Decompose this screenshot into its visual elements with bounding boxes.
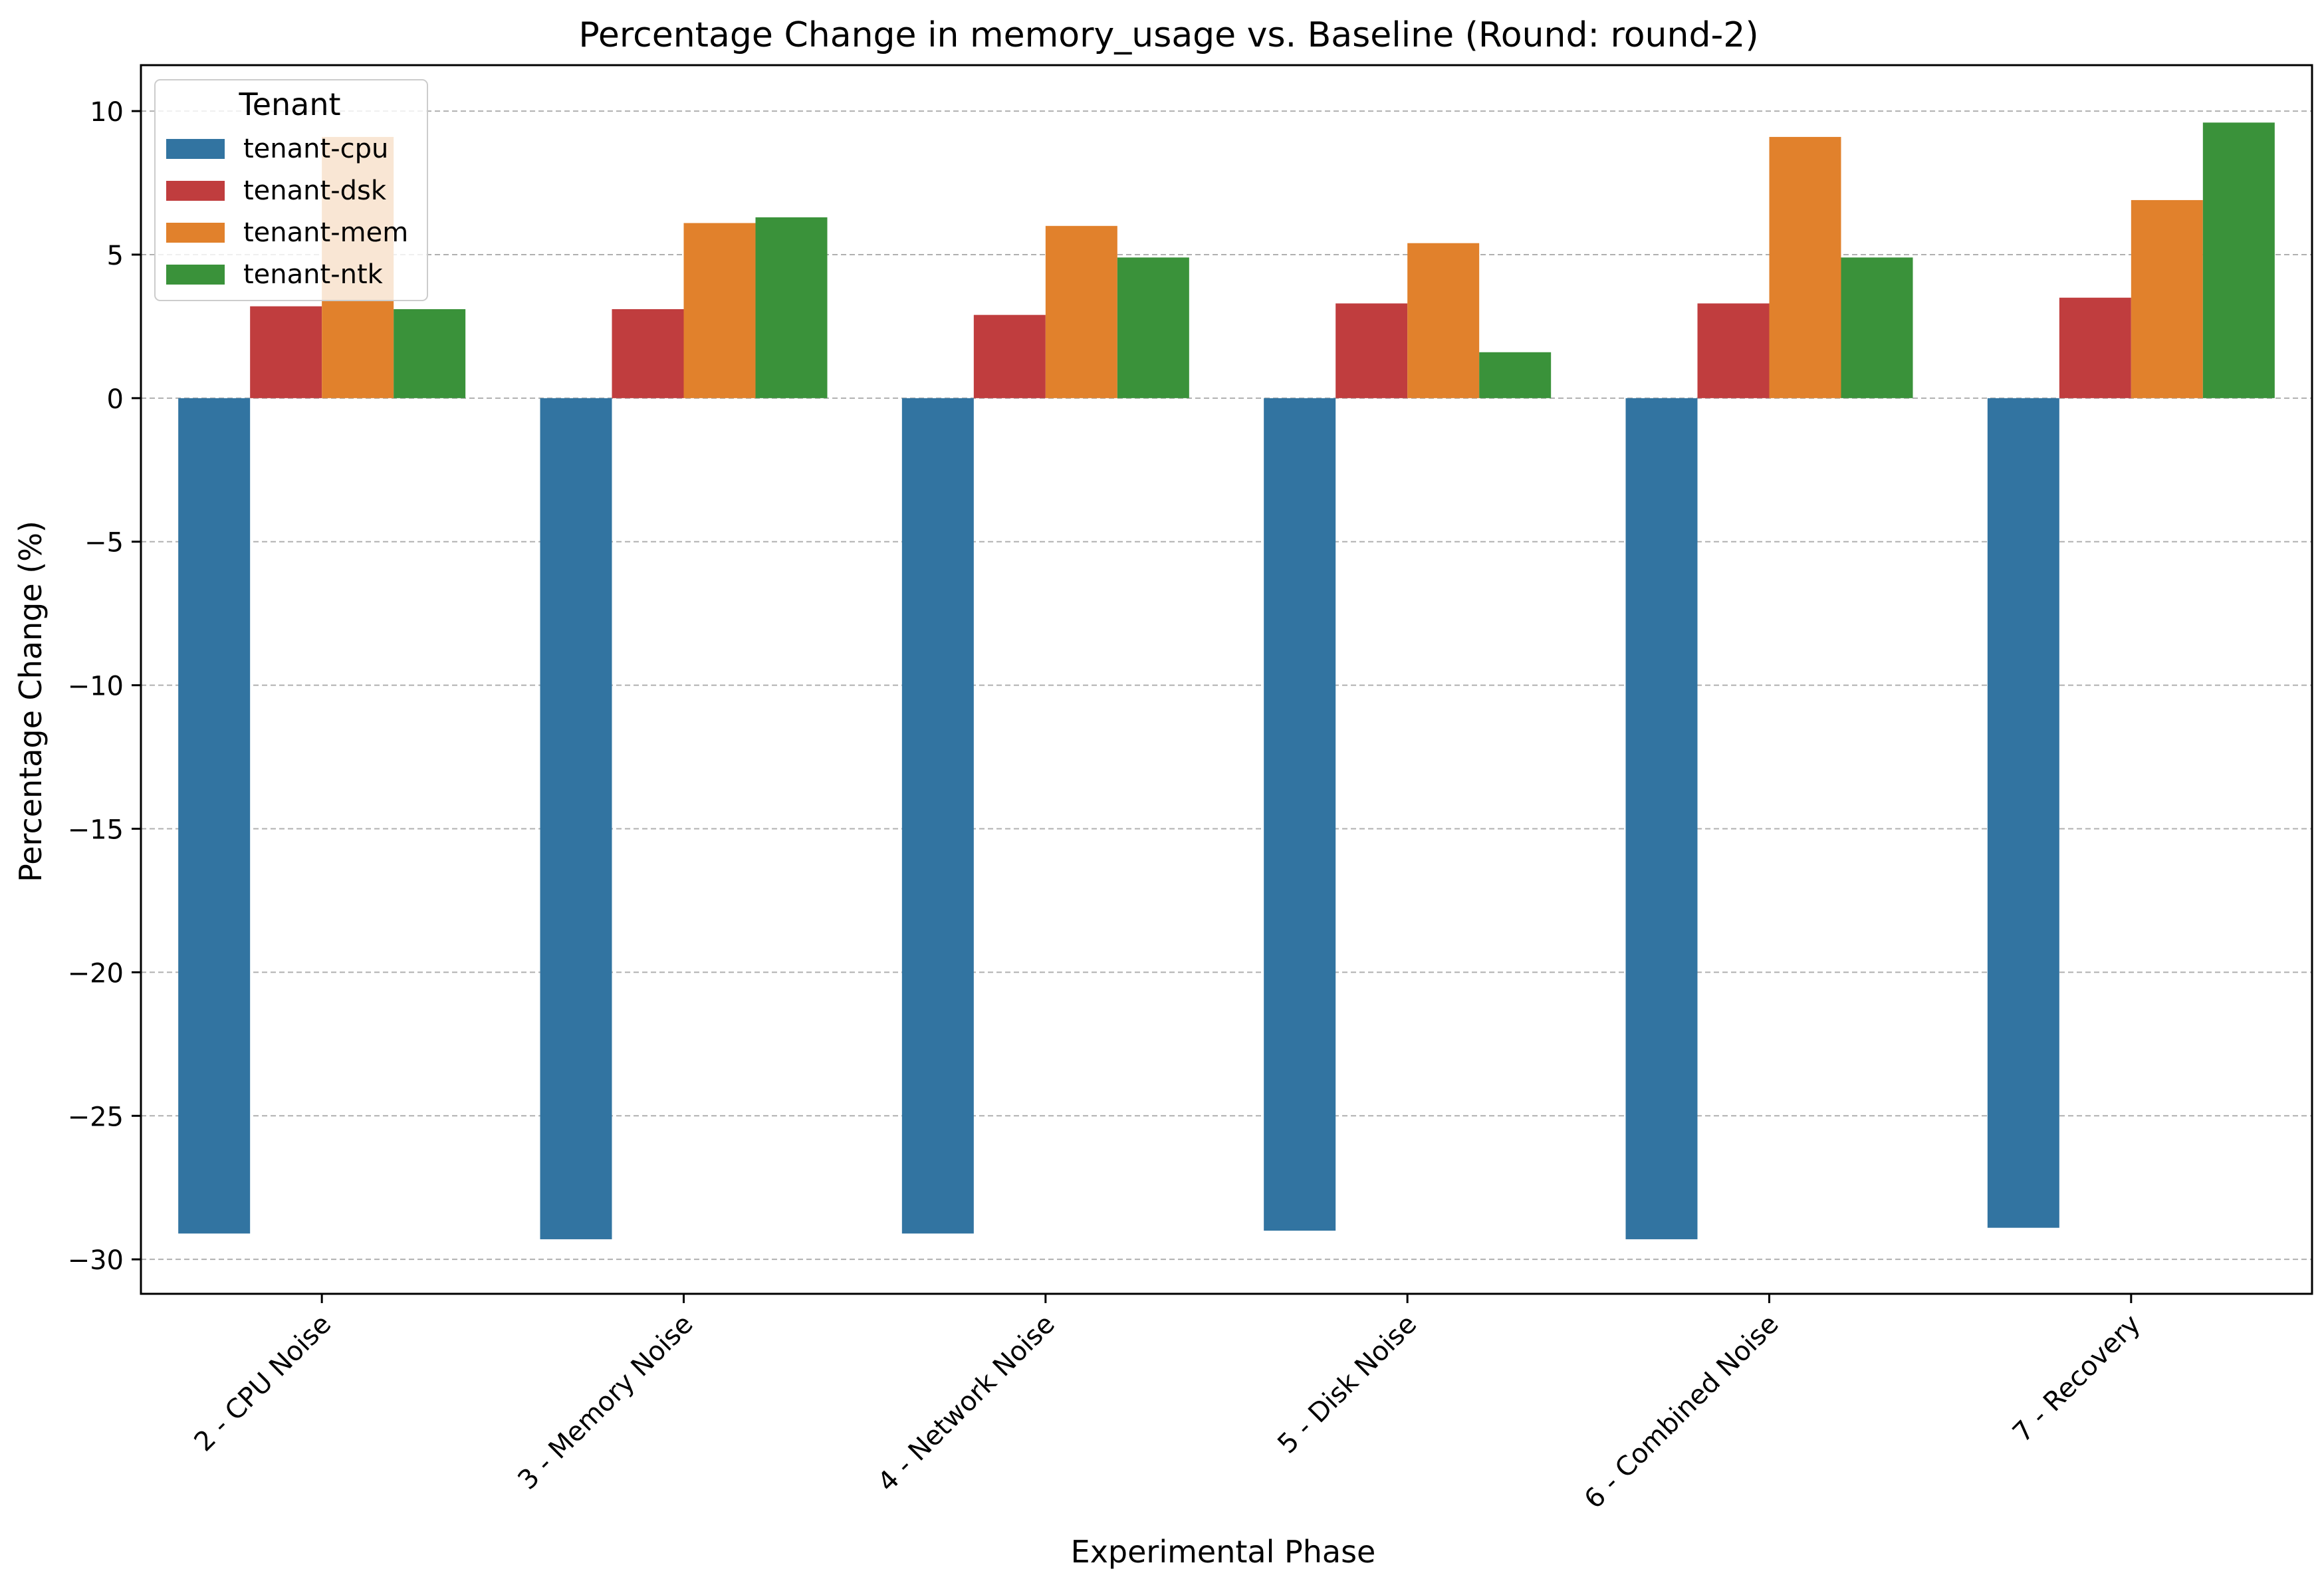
bar-tenant-ntk-1 <box>394 309 466 398</box>
bar-tenant-dsk-6 <box>2059 297 2131 398</box>
legend-swatch <box>166 265 225 285</box>
y-tick-label: −5 <box>84 528 124 558</box>
y-tick-label: −10 <box>68 672 124 702</box>
y-tick-label: −25 <box>68 1102 124 1132</box>
y-tick-label: 10 <box>90 97 124 128</box>
bar-tenant-cpu-5 <box>1625 398 1698 1239</box>
bar-tenant-mem-3 <box>1045 225 1117 398</box>
bar-tenant-ntk-5 <box>1841 257 1913 398</box>
y-tick-label: 0 <box>107 384 124 415</box>
y-tick-label: −30 <box>68 1245 124 1276</box>
legend-label: tenant-dsk <box>243 176 387 206</box>
grid-lines <box>141 110 2312 1261</box>
bar-tenant-cpu-1 <box>178 398 251 1234</box>
legend-label: tenant-mem <box>243 217 408 248</box>
legend-title: Tenant <box>238 86 340 122</box>
y-tick-label: −20 <box>68 958 124 989</box>
bar-tenant-mem-6 <box>2131 199 2203 398</box>
bar-tenant-dsk-4 <box>1336 303 1408 398</box>
y-tick-label: −15 <box>68 815 124 846</box>
legend-label: tenant-cpu <box>243 134 388 164</box>
legend-swatch <box>166 181 225 201</box>
bar-tenant-mem-5 <box>1769 136 1841 398</box>
y-tick-label: 5 <box>107 241 124 271</box>
bar-tenant-dsk-2 <box>612 309 684 398</box>
bar-tenant-dsk-3 <box>973 314 1046 398</box>
bar-tenant-mem-4 <box>1407 243 1480 398</box>
bar-tenant-dsk-1 <box>250 306 322 398</box>
y-axis-label: Percentage Change (%) <box>13 521 49 882</box>
legend-label: tenant-ntk <box>243 259 384 290</box>
plot-frame <box>140 64 2313 1295</box>
bar-tenant-mem-2 <box>683 223 756 398</box>
bars <box>178 122 2275 1239</box>
x-axis-label: Experimental Phase <box>1071 1534 1376 1570</box>
legend: Tenant tenant-cpu tenant-dsk tenant-mem tena… <box>154 79 428 301</box>
bar-tenant-cpu-2 <box>540 398 612 1239</box>
chart-title: Percentage Change in memory_usage vs. Ba… <box>578 15 1758 55</box>
legend-swatch <box>166 223 225 243</box>
legend-box <box>154 79 428 301</box>
bar-tenant-ntk-3 <box>1117 257 1189 398</box>
bar-tenant-cpu-3 <box>901 398 974 1234</box>
bar-tenant-ntk-6 <box>2202 122 2275 398</box>
bar-tenant-ntk-4 <box>1479 352 1552 398</box>
legend-swatch <box>166 139 225 159</box>
bar-tenant-cpu-6 <box>1987 398 2059 1228</box>
bar-tenant-dsk-5 <box>1697 303 1770 398</box>
bar-tenant-cpu-4 <box>1264 398 1336 1231</box>
bar-tenant-ntk-2 <box>755 217 828 398</box>
